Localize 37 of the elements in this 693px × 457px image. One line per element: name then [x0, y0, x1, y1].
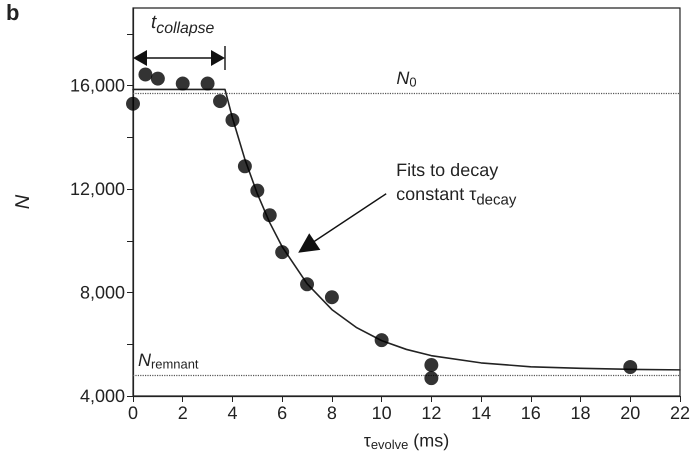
x-tick-label: 22 [670, 403, 690, 423]
x-tick-label: 6 [277, 403, 288, 423]
point [324, 290, 339, 304]
point [424, 358, 438, 372]
point [424, 371, 438, 386]
point [250, 184, 264, 198]
y-axis-title: N [12, 194, 34, 210]
x-tick-label: 16 [520, 403, 541, 423]
x-tick-label: 0 [128, 403, 138, 423]
x-tick-label: 20 [620, 403, 640, 423]
annotation: Fits to decay constant τ$_{decay}$ [396, 158, 518, 210]
point [300, 277, 314, 292]
point [238, 159, 252, 174]
point [176, 76, 190, 91]
x-tick-label: 12 [421, 403, 442, 423]
point [200, 76, 215, 91]
annotation: t$_{collapse}$ [151, 12, 214, 38]
point [262, 208, 277, 222]
x-tick-label: 2 [178, 403, 188, 423]
point [623, 360, 638, 374]
y-tick-label: 8,000 [80, 282, 125, 303]
x-tick-label: 14 [471, 403, 492, 423]
x-tick-label: 4 [227, 403, 238, 423]
y-tick-label: 12,000 [70, 179, 125, 200]
point [275, 245, 290, 260]
y-tick-label: 4,000 [80, 386, 125, 406]
x-tick-label: 10 [372, 403, 392, 423]
point [126, 96, 140, 111]
point [138, 67, 152, 82]
x-tick-label: 18 [570, 403, 591, 423]
x-tick-label: 8 [326, 403, 337, 423]
point [150, 72, 165, 86]
y-tick-label: 16,000 [70, 76, 125, 96]
chart-title: b [6, 0, 20, 26]
point [213, 94, 228, 108]
point [374, 333, 389, 348]
point [225, 113, 240, 127]
